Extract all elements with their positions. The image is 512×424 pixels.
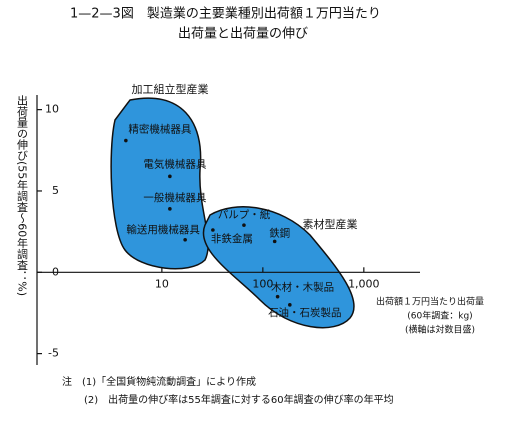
point-label: 木材・木製品 bbox=[271, 281, 334, 294]
x-tick-label: 100 bbox=[252, 277, 273, 290]
chart-subtitle: 出荷量と出荷量の伸び bbox=[178, 27, 308, 42]
point bbox=[288, 303, 292, 307]
y-tick-label: -5 bbox=[48, 347, 59, 360]
point bbox=[168, 174, 172, 179]
point bbox=[242, 223, 246, 227]
point-label: 精密機械器具 bbox=[128, 123, 191, 136]
point bbox=[183, 237, 187, 242]
note: 注 (1)「全国貨物純流動調査」により作成 bbox=[62, 375, 256, 388]
group-region bbox=[110, 97, 209, 270]
point-label: 一般機械器具 bbox=[143, 191, 206, 204]
y-axis-label: 出荷量の伸び(55年調査〜60年調査：%) bbox=[16, 94, 29, 296]
point bbox=[272, 239, 277, 244]
x-tick-label: 10 bbox=[155, 277, 169, 290]
point bbox=[124, 138, 128, 143]
x-axis-label: 出荷額１万円当たり出荷量 bbox=[376, 296, 484, 308]
group-label: 素材型産業 bbox=[303, 217, 358, 231]
x-axis-label: (60年調査：kg) bbox=[407, 310, 472, 322]
point-label: 非鉄金属 bbox=[211, 232, 253, 245]
group-label: 加工組立型産業 bbox=[132, 82, 209, 96]
point-label: 石油・石炭製品 bbox=[268, 306, 342, 319]
point bbox=[275, 294, 280, 299]
y-tick-label: 10 bbox=[45, 103, 59, 116]
y-tick-label: 0 bbox=[52, 265, 59, 278]
x-tick-label: 1,000 bbox=[348, 277, 380, 290]
point-label: 電気機械器具 bbox=[143, 157, 206, 170]
point-label: 輸送用機械器具 bbox=[126, 223, 200, 236]
chart-title: 1—2—3図 製造業の主要業種別出荷額１万円当たり bbox=[70, 6, 381, 22]
point bbox=[168, 207, 172, 211]
point-label: パルプ・紙 bbox=[218, 208, 271, 221]
x-axis-label: (横軸は対数目盛) bbox=[405, 324, 475, 336]
note: (2) 出荷量の伸び率は55年調査に対する60年調査の伸び率の年平均 bbox=[84, 393, 394, 406]
point bbox=[211, 228, 215, 232]
group-region bbox=[202, 206, 355, 329]
y-tick-label: 5 bbox=[52, 184, 59, 197]
point-label: 鉄鋼 bbox=[269, 226, 290, 239]
